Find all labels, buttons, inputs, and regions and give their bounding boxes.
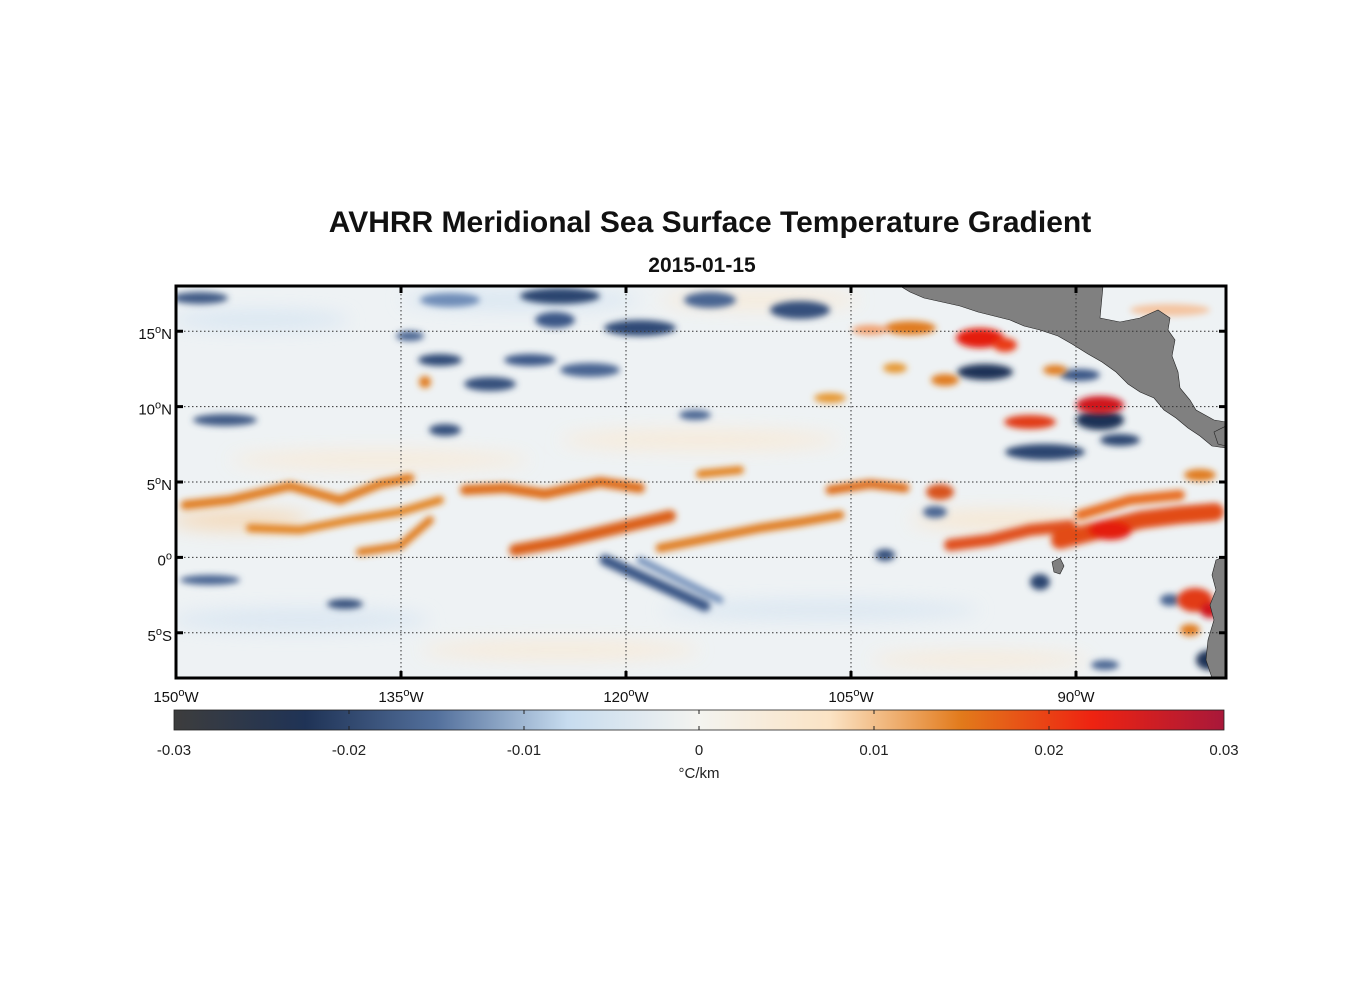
colorbar-tick-label: -0.01 <box>507 742 541 759</box>
colorbar-tick-label: 0.01 <box>859 742 888 759</box>
lon-tick-label: 150oW <box>153 687 199 706</box>
lon-tick-label: 105oW <box>828 687 874 706</box>
gridlines <box>176 286 1226 678</box>
chart-date: 2015-01-15 <box>648 254 756 277</box>
colorbar-unit-label: °C/km <box>679 765 720 782</box>
lat-tick-label: 5oN <box>147 475 172 494</box>
colorbar-tick-label: 0.03 <box>1209 742 1238 759</box>
lat-tick-label: 5oS <box>148 626 172 645</box>
lon-tick-label: 90oW <box>1058 687 1096 706</box>
lat-tick-label: 15oN <box>138 324 172 343</box>
galapagos <box>1051 557 1065 575</box>
colorbar-tick-label: -0.03 <box>157 742 191 759</box>
central-america <box>899 286 1226 449</box>
colorbar-ticks: -0.03 -0.02 -0.01 0 0.01 0.02 0.03 <box>157 710 1239 759</box>
lon-tick-label: 120oW <box>603 687 649 706</box>
chart-title: AVHRR Meridional Sea Surface Temperature… <box>328 206 1092 239</box>
colorbar-tick-label: -0.02 <box>332 742 366 759</box>
colorbar-tick-label: 0.02 <box>1034 742 1063 759</box>
lat-tick-label: 10oN <box>138 400 172 419</box>
negative-gradient-features <box>176 288 1224 670</box>
lon-tick-label: 135oW <box>378 687 424 706</box>
land <box>899 286 1226 678</box>
axis-ticks: 15oN 10oN 5oN 0o 5oS 150oW 135oW 120oW 105oW 90oW <box>138 286 1226 706</box>
south-america-coast <box>1205 555 1226 678</box>
lat-tick-label: 0o <box>158 550 172 569</box>
positive-gradient-features <box>180 304 1224 636</box>
panama-tip <box>1213 425 1226 447</box>
colorbar-tick-label: 0 <box>695 742 703 759</box>
